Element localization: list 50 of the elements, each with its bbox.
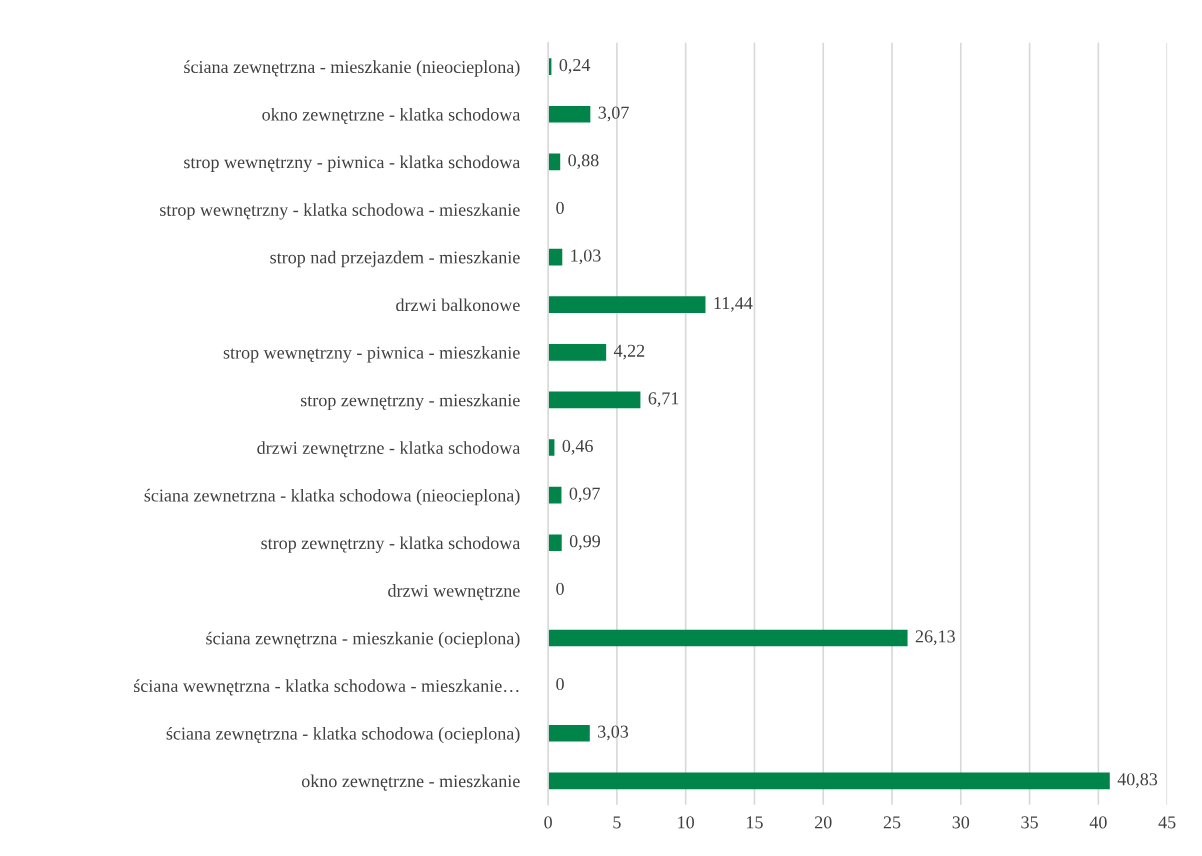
bar: [548, 772, 1110, 790]
bar: [548, 343, 607, 361]
y-tick-label: drzwi wewnętrzne: [388, 584, 520, 601]
y-tick-label: strop zewnętrzny - mieszkanie: [300, 393, 520, 411]
x-tick-label: 35: [1021, 816, 1038, 829]
data-label: 3,03: [598, 725, 629, 741]
y-tick-label: strop wewnętrzny - klatka schodowa - mieszkanie: [160, 203, 520, 220]
y-tick-label: ściana zewnetrzna - klatka schodowa (nieocieplona): [144, 488, 520, 506]
bar: [548, 534, 562, 552]
y-tick-label: strop zewnętrzny - klatka schodowa: [261, 536, 521, 553]
data-label: 0: [556, 582, 564, 595]
x-tick-label: 25: [883, 816, 901, 829]
y-tick-label: strop nad przejazdem - mieszkanie: [270, 250, 520, 268]
data-label: 40,83: [1117, 773, 1158, 788]
bar: [548, 391, 641, 409]
y-tick-label: ściana wewnętrzna - klatka schodowa - mieszkanie…: [134, 679, 519, 696]
y-tick-label: drzwi balkonowe: [396, 298, 520, 312]
data-label: 0: [556, 677, 564, 691]
bar: [548, 296, 706, 314]
bar: [548, 629, 908, 647]
y-tick-label: ściana zewnętrzna - mieszkanie (nieocieplona): [184, 60, 520, 77]
x-tick-label: 20: [815, 816, 832, 829]
x-tick-label: 40: [1089, 816, 1107, 829]
data-label: 0,97: [569, 487, 600, 503]
data-label: 0,99: [569, 535, 601, 550]
x-tick-label: 30: [952, 816, 970, 829]
bar: [548, 105, 591, 123]
y-tick-label: ściana zewnętrzna - mieszkanie (ocieplona): [206, 631, 520, 649]
bar: [548, 724, 590, 742]
data-label: 0,46: [562, 439, 593, 455]
data-label: 0,24: [559, 58, 591, 74]
data-label: 1,03: [571, 249, 601, 265]
data-label: 11,44: [714, 297, 753, 312]
data-label: 0: [556, 201, 564, 214]
y-tick-label: okno zewnętrzne - klatka schodowa: [262, 107, 521, 125]
data-label: 26,13: [915, 630, 955, 646]
x-tick-label: 0: [544, 816, 552, 829]
y-tick-label: drzwi zewnętrzne - klatka schodowa: [257, 441, 521, 458]
data-label: 0,88: [568, 154, 599, 169]
x-tick-label: 15: [747, 816, 763, 829]
data-label: 3,07: [598, 106, 629, 122]
y-tick-label: ściana zewnętrzna - klatka schodowa (ocieplona): [166, 726, 520, 744]
data-label: 6,71: [648, 392, 679, 408]
x-tick-label: 10: [678, 816, 695, 829]
x-tick-label: 5: [613, 816, 621, 829]
x-tick-label: 45: [1158, 816, 1176, 829]
y-tick-label: strop wewnętrzny - piwnica - klatka schodowa: [184, 155, 521, 172]
y-tick-label: okno zewnętrzne - mieszkanie: [301, 774, 520, 791]
y-tick-label: strop wewnętrzny - piwnica - mieszkanie: [223, 346, 520, 363]
data-label: 4,22: [613, 344, 645, 360]
